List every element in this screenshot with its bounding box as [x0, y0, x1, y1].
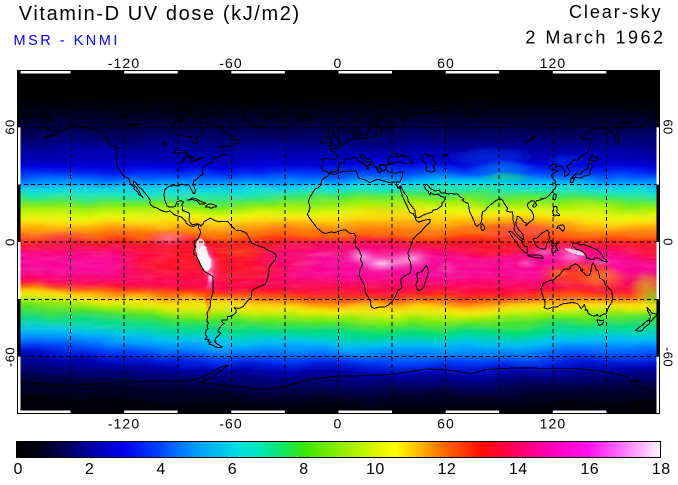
svg-text:-60: -60 [661, 347, 676, 367]
svg-text:MSR - KNMI: MSR - KNMI [14, 33, 120, 49]
svg-text:10: 10 [366, 461, 385, 478]
svg-text:-120: -120 [108, 416, 140, 432]
svg-text:16: 16 [580, 461, 599, 478]
svg-text:2 March 1962: 2 March 1962 [525, 28, 665, 48]
svg-text:120: 120 [540, 416, 567, 432]
svg-text:Clear-sky: Clear-sky [569, 2, 663, 22]
svg-text:0: 0 [13, 461, 22, 478]
svg-text:-120: -120 [108, 55, 140, 71]
svg-text:14: 14 [509, 461, 528, 478]
svg-text:4: 4 [156, 461, 165, 478]
svg-text:-60: -60 [219, 416, 243, 432]
svg-text:-60: -60 [219, 55, 243, 71]
svg-text:18: 18 [652, 461, 671, 478]
svg-text:6: 6 [228, 461, 237, 478]
svg-text:2: 2 [85, 461, 94, 478]
svg-text:12: 12 [438, 461, 457, 478]
svg-text:0: 0 [334, 416, 343, 432]
svg-text:0: 0 [334, 55, 343, 71]
svg-text:Vitamin-D UV dose (kJ/m2): Vitamin-D UV dose (kJ/m2) [19, 3, 301, 25]
svg-text:0: 0 [661, 238, 676, 246]
svg-text:120: 120 [540, 55, 567, 71]
svg-text:60: 60 [661, 119, 676, 134]
svg-text:60: 60 [3, 119, 18, 134]
svg-text:0: 0 [3, 238, 18, 246]
svg-text:-60: -60 [3, 347, 18, 367]
svg-text:8: 8 [299, 461, 308, 478]
svg-text:60: 60 [437, 55, 455, 71]
svg-text:60: 60 [437, 416, 455, 432]
